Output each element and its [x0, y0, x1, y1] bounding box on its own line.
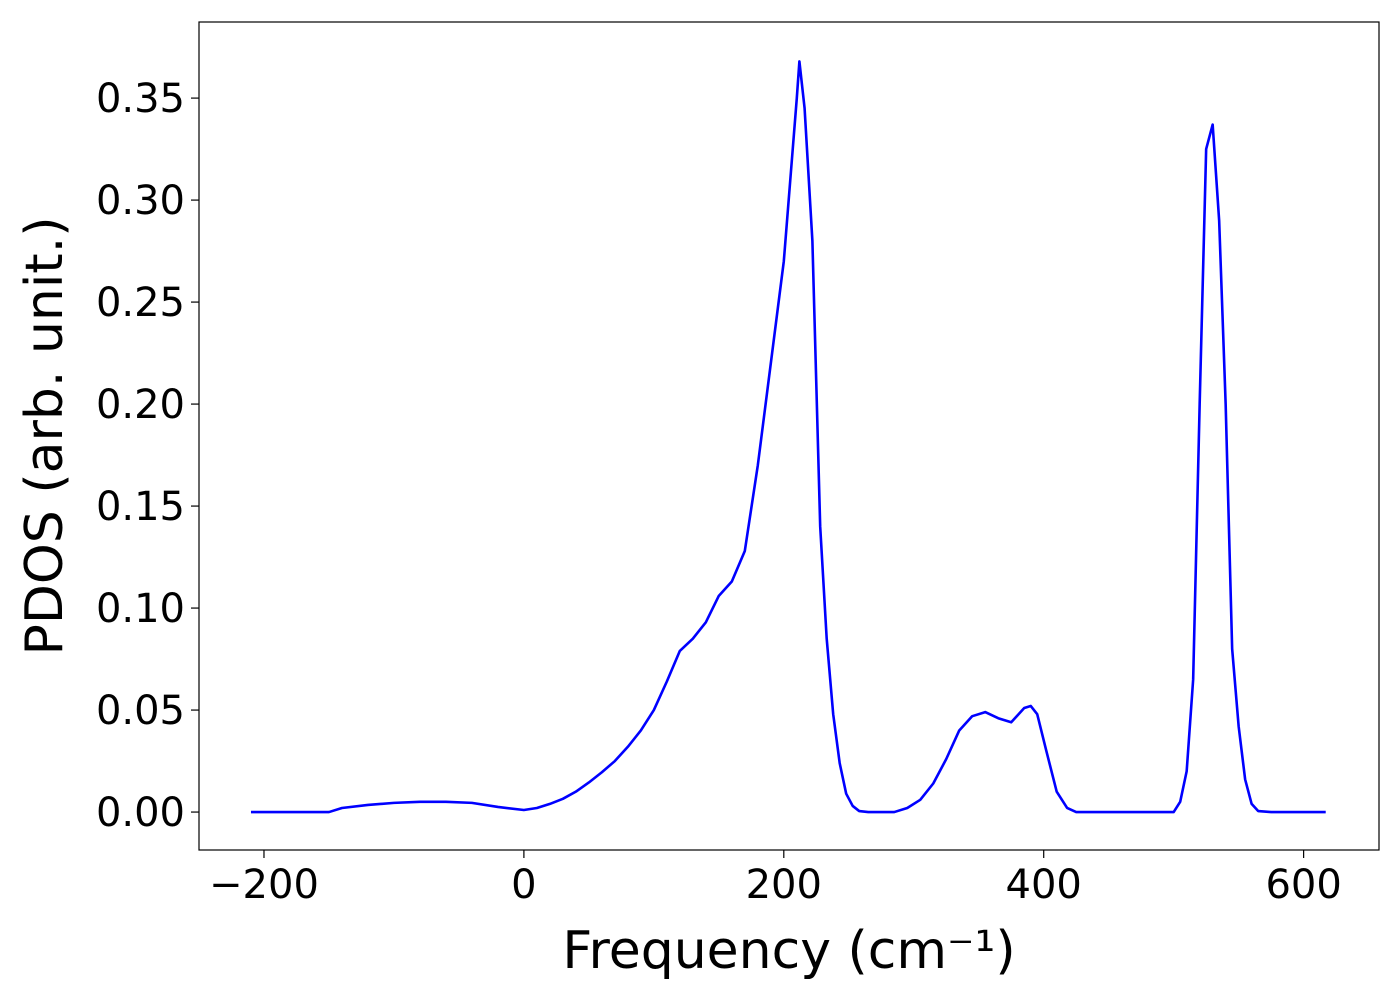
data-line	[250, 60, 1326, 814]
y-tick-label: 0.20	[96, 382, 185, 428]
x-tick-label: −200	[209, 862, 319, 908]
x-tick-label: 200	[746, 862, 822, 908]
y-tick-label: 0.25	[96, 280, 185, 326]
y-tick-label: 0.05	[96, 688, 185, 734]
y-axis-label: PDOS (arb. unit.)	[15, 216, 75, 655]
y-tick-label: 0.15	[96, 484, 185, 530]
x-axis-label: Frequency (cm⁻¹)	[562, 921, 1015, 981]
y-tick-label: 0.00	[96, 790, 185, 836]
x-tick-label: 0	[511, 862, 536, 908]
y-tick-label: 0.10	[96, 586, 185, 632]
x-tick-label: 400	[1006, 862, 1082, 908]
plot-frame	[198, 21, 1380, 851]
y-tick-label: 0.35	[96, 76, 185, 122]
x-tick-label: 600	[1265, 862, 1341, 908]
y-tick-label: 0.30	[96, 178, 185, 224]
